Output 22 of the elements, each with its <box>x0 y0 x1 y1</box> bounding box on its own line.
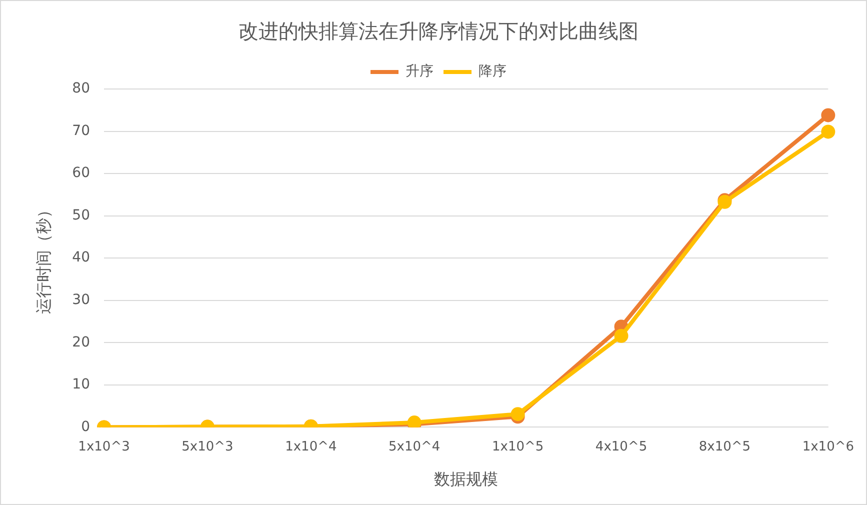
y-axis-title: 运行时间（秒） <box>34 202 53 314</box>
y-tick-label: 80 <box>72 80 90 97</box>
x-tick-label: 1x10^3 <box>78 439 130 454</box>
chart-title: 改进的快排算法在升降序情况下的对比曲线图 <box>238 19 638 44</box>
x-axis-title: 数据规模 <box>434 470 498 489</box>
y-tick-label: 30 <box>72 292 90 308</box>
x-tick-label: 1x10^6 <box>802 439 854 454</box>
y-tick-label: 10 <box>72 376 90 393</box>
y-tick-label: 40 <box>72 250 90 266</box>
y-tick-label: 60 <box>72 165 90 182</box>
legend-label: 升序 <box>406 64 434 80</box>
y-tick-label: 70 <box>72 122 90 139</box>
x-tick-label: 5x10^3 <box>182 439 234 454</box>
y-tick-label: 50 <box>72 207 90 224</box>
x-tick-label: 4x10^5 <box>595 439 648 454</box>
x-tick-label: 5x10^4 <box>388 439 440 454</box>
x-tick-label: 8x10^5 <box>698 439 751 454</box>
legend-label: 降序 <box>478 64 506 80</box>
y-tick-label: 20 <box>72 334 90 350</box>
x-tick-label: 1x10^4 <box>285 439 337 454</box>
y-tick-label: 0 <box>81 418 90 435</box>
x-tick-label: 1x10^5 <box>492 439 544 454</box>
